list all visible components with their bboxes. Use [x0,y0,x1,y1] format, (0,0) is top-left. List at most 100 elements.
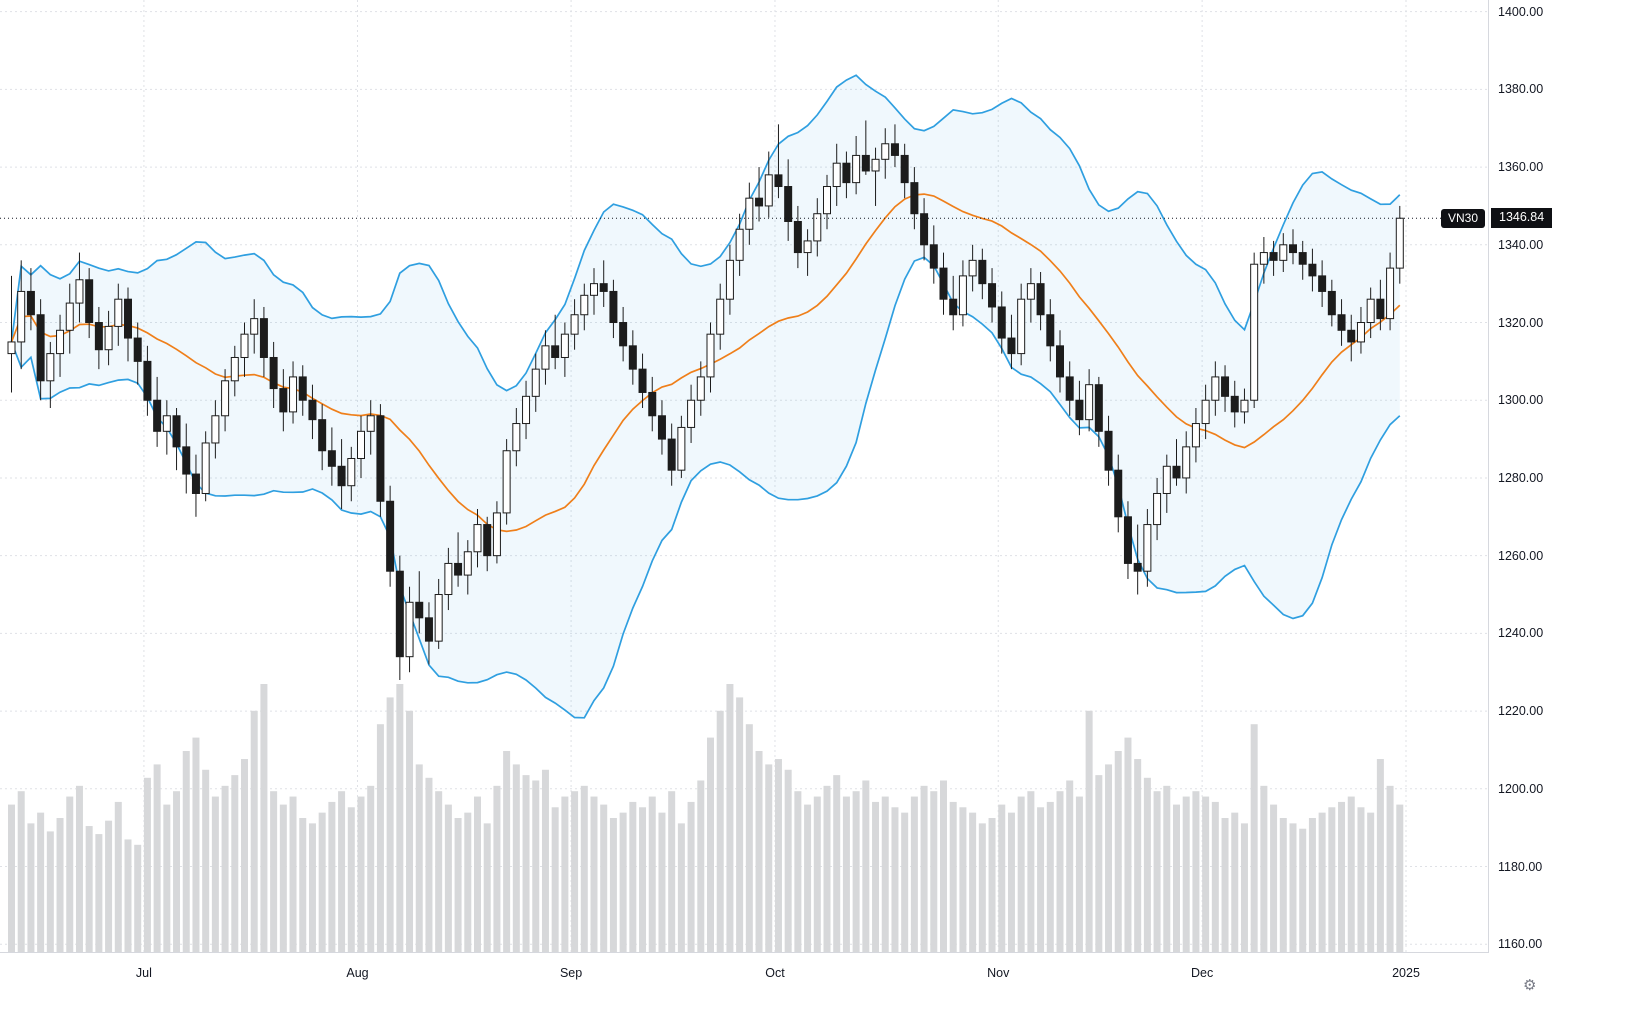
price-tick-label: 1280.00 [1498,470,1544,485]
candle-body [269,356,278,390]
candle-body [211,415,220,444]
volume-bar [105,820,113,952]
candle-body [1230,395,1239,413]
candle-body [580,294,589,316]
time-axis[interactable]: Jul Aug Sep Oct Nov Dec 2025 [0,952,1632,1029]
candle-body [104,325,113,351]
volume-bar [658,812,666,952]
candles-group [7,120,1404,680]
volume-bar [444,804,452,952]
volume-bar [891,807,899,952]
volume-bar [833,775,841,952]
candle-body [852,154,861,184]
volume-bar [774,759,782,952]
candle-body [920,213,929,246]
volume-bar [95,834,103,952]
candle-body [1221,376,1230,397]
candle-body [289,376,298,413]
candle-body [745,197,754,230]
candle-body [1143,524,1152,572]
volume-bar [1075,796,1083,952]
candle-body [1250,263,1259,401]
candle-body [454,562,463,576]
candle-body [1182,446,1191,479]
volume-bar [464,812,472,952]
price-tick-label: 1180.00 [1498,859,1543,874]
bollinger-upper-line [10,74,1401,392]
volume-bar [1202,796,1210,952]
price-axis[interactable]: 1160.00 1180.00 1200.00 1220.00 1240.00 1260.… [1488,0,1632,952]
volume-bar [75,785,83,952]
volume-bar [338,791,346,952]
symbol-badge[interactable]: VN30 [1440,209,1485,229]
candle-body [366,415,375,432]
candle-body [1191,423,1200,448]
volume-bar [1221,818,1229,952]
candle-body [298,376,307,401]
time-axis-label: 2025 [1392,966,1420,980]
candle-body [1289,244,1297,254]
candle-body [405,601,414,658]
gear-icon[interactable]: ⚙ [1523,977,1537,994]
volume-bar [1357,807,1365,952]
volume-bar [532,780,540,952]
candle-body [1386,267,1395,320]
volume-bar [804,804,812,952]
volume-bar [629,801,637,952]
candle-body [1056,345,1064,378]
candle-body [1395,217,1404,269]
candle-body [162,415,171,432]
volume-bar [707,737,714,952]
time-axis-label: Aug [346,966,369,980]
volume-bar [541,769,549,952]
price-tick-label: 1360.00 [1498,160,1544,175]
price-tick-label: 1260.00 [1498,548,1544,563]
candle-body [628,345,637,370]
volume-bar [1270,804,1278,952]
price-tick-label: 1300.00 [1498,393,1544,408]
volume-bar [1153,791,1161,952]
candle-body [793,220,802,254]
candle-body [988,283,997,308]
volume-bar [1114,751,1122,952]
price-tick-label: 1320.00 [1498,315,1544,330]
candle-body [1046,314,1055,347]
candle-body [1327,290,1336,316]
price-chart-pane[interactable] [0,0,1488,952]
candle-body [191,473,200,494]
candle-body [657,415,666,440]
volume-bar [940,780,947,952]
volume-bar [153,764,161,952]
candle-body [94,322,103,351]
candle-body [1366,298,1375,324]
candle-body [784,186,793,222]
candle-body [1085,384,1094,421]
candle-body [929,244,938,269]
volume-bar [784,769,792,952]
volume-bar [1396,804,1404,952]
volume-bar [561,796,569,952]
volume-bar [1046,801,1054,952]
candle-body [648,391,657,417]
candle-body [1347,329,1356,343]
candle-body [444,562,453,596]
candle-body [26,290,35,316]
volume-bar [124,839,132,952]
volume-bar [949,801,957,952]
candle-body [1162,465,1171,494]
volume-bar [1289,823,1297,952]
last-price-badge: 1346.84 [1491,208,1553,229]
candle-body [85,279,94,324]
candle-body [1201,399,1210,425]
candle-body [619,322,628,347]
volume-bar [231,775,239,952]
candle-body [1269,252,1278,261]
volume-bar [182,751,190,952]
volume-bar [503,751,511,952]
volume-bar [571,791,579,952]
volume-bar [1192,791,1200,952]
volume-bar [483,823,491,952]
candle-body [696,376,705,401]
volume-bar [600,804,608,952]
volume-bar [590,796,598,952]
